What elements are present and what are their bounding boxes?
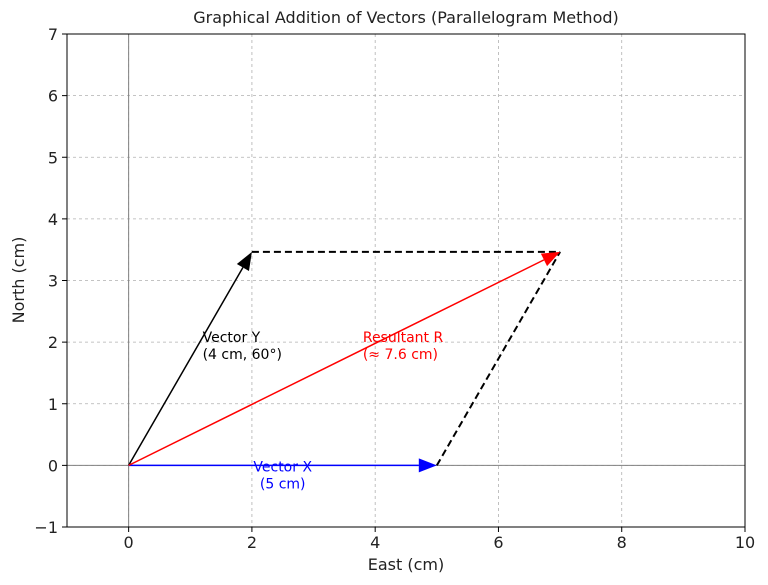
ticks: 0 2 4 6 8 10 −1 0 1 2 3 4 5 6 7: [34, 25, 755, 552]
x-tick-label: 6: [493, 533, 503, 552]
grid: [67, 33, 746, 528]
vector-x-label-line: Vector X: [253, 460, 312, 476]
construction-line: [435, 251, 561, 466]
vector-x-label-line: (5 cm): [260, 477, 306, 493]
vector-y-label-line: Vector Y: [203, 330, 261, 346]
y-tick-label: 5: [48, 148, 58, 167]
vector-r-shaft: [128, 259, 545, 467]
y-tick-label: −1: [34, 518, 58, 537]
vector-r-label: Resultant R (≈ 7.6 cm): [363, 330, 444, 363]
vector-x-label: Vector X (5 cm): [253, 460, 312, 493]
vector-y-label-line: (4 cm, 60°): [203, 347, 282, 363]
x-tick-label: 10: [735, 533, 755, 552]
x-tick-label: 2: [247, 533, 257, 552]
y-tick-label: 2: [48, 333, 58, 352]
vector-labels: Vector X (5 cm) Vector Y (4 cm, 60°) Resulta…: [203, 330, 444, 492]
y-tick-label: 7: [48, 25, 58, 44]
y-tick-label: 6: [48, 87, 58, 106]
vectors: [127, 251, 561, 473]
x-tick-label: 8: [617, 533, 627, 552]
x-tick-label: 4: [370, 533, 380, 552]
vector-x-arrowhead: [418, 458, 437, 473]
vector-y-shaft: [127, 267, 244, 466]
x-axis-label: East (cm): [368, 555, 444, 574]
vector-r-label-line: (≈ 7.6 cm): [363, 347, 438, 363]
vector-y-arrowhead: [236, 251, 252, 271]
vector-y-label: Vector Y (4 cm, 60°): [203, 330, 282, 363]
y-axis-label: North (cm): [9, 237, 28, 324]
y-tick-label: 3: [48, 272, 58, 291]
y-tick-label: 0: [48, 456, 58, 475]
y-tick-label: 1: [48, 395, 58, 414]
construction-lines: [251, 250, 561, 466]
vector-r-label-line: Resultant R: [363, 330, 444, 346]
x-tick-label: 0: [124, 533, 134, 552]
vector-r-arrowhead: [540, 251, 561, 267]
y-tick-label: 4: [48, 210, 58, 229]
chart-title: Graphical Addition of Vectors (Parallelo…: [193, 8, 619, 27]
